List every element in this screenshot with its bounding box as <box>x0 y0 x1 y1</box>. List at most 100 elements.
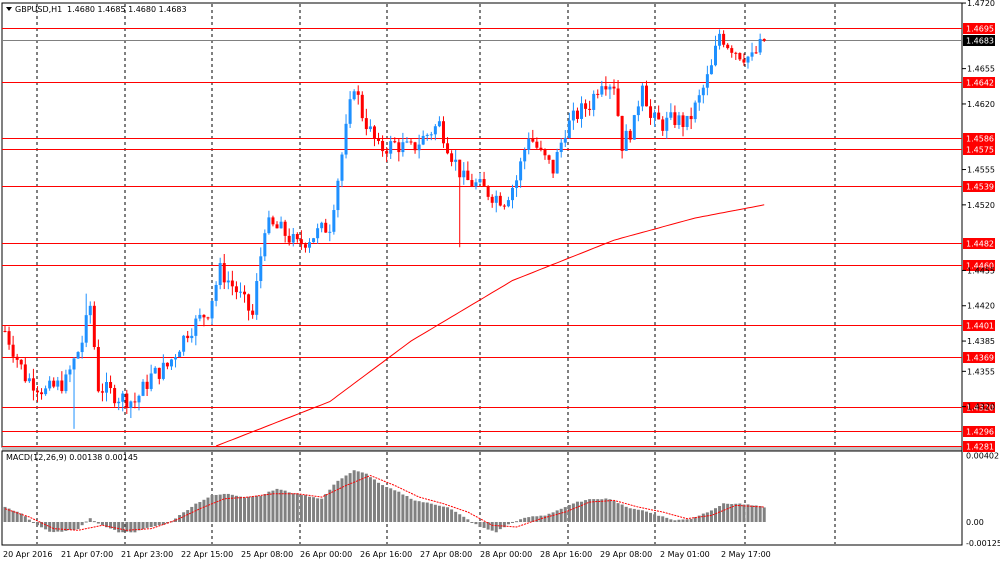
candle-bear <box>247 294 251 311</box>
candle-bull <box>462 170 466 178</box>
candle-bear <box>145 381 149 389</box>
macd-bar <box>76 522 80 530</box>
candle-bear <box>551 159 555 174</box>
candle-bull <box>178 351 182 358</box>
candle-bull <box>515 180 519 188</box>
candle-bear <box>287 235 291 243</box>
macd-bar <box>125 522 129 532</box>
macd-bar <box>324 494 328 522</box>
macd-bar <box>271 490 275 522</box>
macd-bar <box>620 504 624 522</box>
macd-bar <box>72 522 76 530</box>
candle-bear <box>96 347 100 392</box>
macd-bar <box>498 522 502 530</box>
candle-bull <box>76 352 80 359</box>
collapse-triangle-icon[interactable] <box>6 7 12 11</box>
candle-bull <box>401 142 405 153</box>
macd-bar <box>506 522 510 525</box>
candle-bull <box>368 126 372 130</box>
macd-bar <box>251 496 255 522</box>
candle-bear <box>661 119 665 131</box>
candle-bull <box>429 134 433 136</box>
candle-bull <box>600 86 604 95</box>
macd-bar <box>701 513 705 522</box>
macd-bar <box>608 499 612 522</box>
candle-bull <box>701 87 705 96</box>
level-tag <box>963 77 995 88</box>
candle-bear <box>360 94 364 119</box>
level-label: 1.4460 <box>966 262 994 271</box>
macd-bar <box>44 522 48 530</box>
moving-average <box>215 204 765 447</box>
macd-bar <box>295 493 299 522</box>
macd-bar <box>40 522 44 528</box>
candle-bear <box>133 401 137 403</box>
candle-bear <box>109 381 113 389</box>
candle-bull <box>344 123 348 155</box>
candle-bear <box>730 48 734 53</box>
macd-bar <box>190 506 194 522</box>
macd-bar <box>385 487 389 522</box>
candle-bull <box>182 335 186 352</box>
candle-bull <box>238 291 242 293</box>
candle-bear <box>275 224 279 229</box>
candle-bull <box>226 280 230 283</box>
candle-bear <box>588 108 592 110</box>
macd-bar <box>502 522 506 528</box>
macd-bar <box>15 511 19 522</box>
candle-bull <box>519 161 523 181</box>
macd-bar <box>535 516 539 522</box>
macd-bar <box>624 506 628 522</box>
macd-bar <box>547 513 551 522</box>
candle-bull <box>117 401 121 404</box>
macd-bar <box>600 499 604 522</box>
candle-bull <box>677 115 681 125</box>
macd-bar <box>109 522 113 529</box>
macd-bar <box>738 503 742 522</box>
candle-bear <box>206 317 210 319</box>
candle-bear <box>604 86 608 90</box>
candle-bear <box>531 138 535 142</box>
candle-bull <box>697 95 701 103</box>
pane-separator[interactable] <box>2 447 962 451</box>
macd-bar <box>27 519 31 522</box>
candle-bear <box>681 115 685 127</box>
macd-bar <box>206 497 210 522</box>
macd-tick-label: 0.00 <box>966 518 984 527</box>
candle-bull <box>653 112 657 118</box>
candle-bull <box>506 200 510 207</box>
candle-bull <box>312 238 316 243</box>
candle-bear <box>722 33 726 45</box>
macd-bar <box>462 516 466 522</box>
macd-bar <box>734 503 738 522</box>
macd-bar <box>129 522 133 533</box>
macd-bar <box>689 518 693 522</box>
candle-bear <box>584 103 588 109</box>
candle-bear <box>409 141 413 143</box>
candle-bear <box>413 142 417 151</box>
candle-bull <box>563 137 567 143</box>
candle-bull <box>746 56 750 63</box>
candle-bear <box>15 356 19 360</box>
macd-bar <box>697 515 701 522</box>
macd-bar <box>486 522 490 530</box>
candle-bear <box>738 53 742 60</box>
candle-bull <box>190 335 194 339</box>
candle-bear <box>295 234 299 240</box>
macd-bar <box>161 522 165 525</box>
macd-bar <box>742 504 746 522</box>
macd-bar <box>539 515 543 522</box>
candle-bear <box>186 335 190 339</box>
candle-bull <box>214 284 218 301</box>
macd-bar <box>356 471 360 522</box>
macd-indicator <box>3 470 766 533</box>
candle-bear <box>222 263 226 283</box>
candle-bear <box>644 85 648 107</box>
ma-line <box>215 204 765 447</box>
candle-bear <box>165 362 169 367</box>
macd-bar <box>287 492 291 522</box>
candle-bull <box>527 138 531 150</box>
price-tick-label: 1.4555 <box>967 166 995 175</box>
candle-bear <box>486 186 490 197</box>
